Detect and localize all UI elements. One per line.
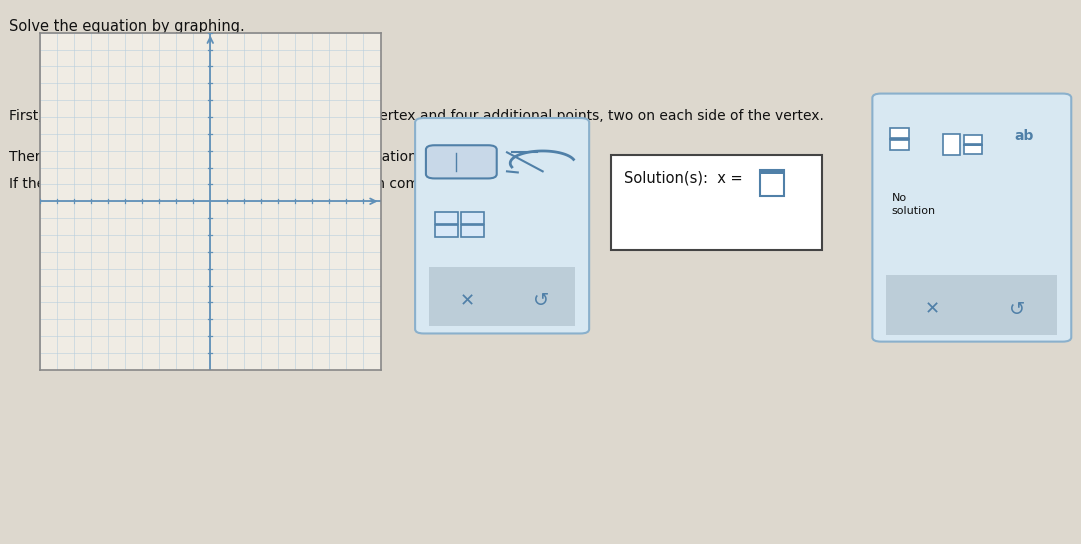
Bar (435, 212, 458, 224)
Text: ✕: ✕ (461, 292, 476, 310)
Text: Solve the equation by graphing.: Solve the equation by graphing. (9, 19, 244, 34)
FancyBboxPatch shape (872, 94, 1071, 342)
Bar (461, 225, 484, 237)
Bar (890, 140, 909, 150)
Text: ab: ab (1014, 129, 1033, 144)
Bar (760, 170, 784, 174)
Bar (611, 155, 822, 250)
Text: -x² - 10x - 25 = 0: -x² - 10x - 25 = 0 (49, 63, 217, 81)
Text: First, graph the associated parabola by plotting the vertex and four additional : First, graph the associated parabola by … (9, 109, 824, 123)
Bar (461, 212, 484, 224)
Bar (964, 135, 982, 144)
Bar (429, 267, 575, 326)
Bar (964, 145, 982, 154)
Bar (760, 170, 784, 196)
Text: No
solution: No solution (892, 193, 936, 215)
Text: If there is more than one solution, separate them with commas.: If there is more than one solution, sepa… (9, 177, 452, 191)
Bar (890, 128, 909, 138)
Text: ✕: ✕ (924, 300, 939, 318)
FancyBboxPatch shape (426, 145, 497, 178)
Text: ↺: ↺ (1009, 300, 1026, 319)
Text: Then, use the graph to give the solution(s) to the equation.: Then, use the graph to give the solution… (9, 150, 421, 164)
Bar (886, 275, 1057, 335)
Text: ↺: ↺ (533, 292, 549, 311)
Bar (943, 134, 960, 155)
Text: Solution(s):  x =: Solution(s): x = (624, 170, 747, 186)
FancyBboxPatch shape (415, 118, 589, 333)
Bar (435, 225, 458, 237)
